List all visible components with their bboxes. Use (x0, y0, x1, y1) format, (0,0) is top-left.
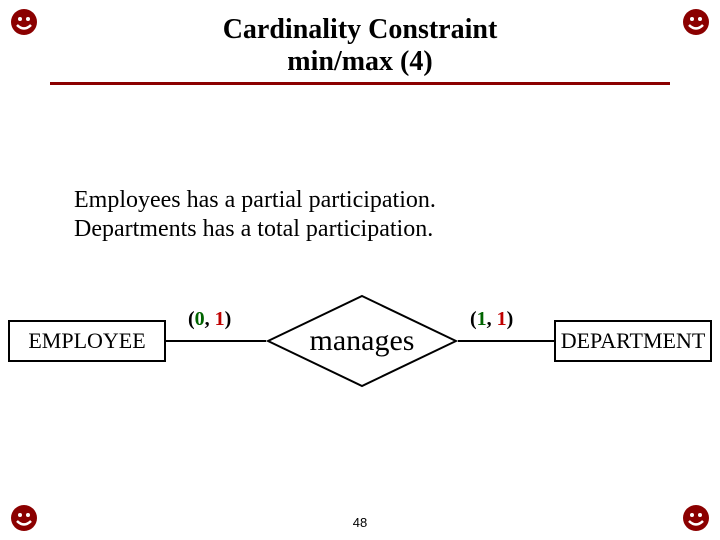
entity-employee: EMPLOYEE (8, 320, 166, 362)
body-line2: Departments has a total participation. (74, 215, 436, 244)
entity-department: DEPARTMENT (554, 320, 712, 362)
slide-title: Cardinality Constraint min/max (4) (0, 14, 720, 78)
er-diagram: EMPLOYEE (0, 1) manages (1, 1) DEPARTMEN… (8, 300, 712, 390)
title-underline (50, 82, 670, 85)
body-text: Employees has a partial participation. D… (74, 186, 436, 244)
body-line1: Employees has a partial participation. (74, 186, 436, 215)
page-number: 48 (0, 515, 720, 530)
entity-employee-label: EMPLOYEE (28, 328, 145, 354)
cardinality-left: (0, 1) (188, 308, 231, 331)
relationship-label: manages (266, 294, 458, 388)
entity-department-label: DEPARTMENT (561, 328, 706, 354)
slide: Cardinality Constraint min/max (4) Emplo… (0, 0, 720, 540)
relationship-manages: manages (266, 294, 458, 388)
title-line1: Cardinality Constraint (0, 14, 720, 46)
cardinality-right: (1, 1) (470, 308, 513, 331)
edge-right (458, 340, 554, 342)
edge-left (166, 340, 266, 342)
title-line2: min/max (4) (0, 46, 720, 78)
